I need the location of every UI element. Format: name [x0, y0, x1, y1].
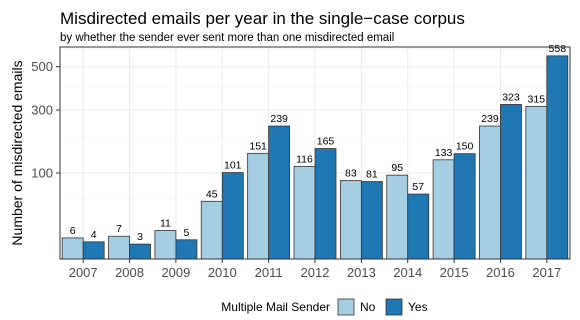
bar-no-2010 [200, 200, 223, 260]
legend-label-yes: Yes [408, 300, 428, 314]
data-label-no-2013: 83 [345, 168, 357, 180]
data-label-yes-2015: 150 [456, 141, 474, 153]
x-tick-label: 2009 [161, 265, 190, 280]
data-label-no-2007: 6 [70, 225, 76, 237]
data-label-no-2014: 95 [391, 162, 403, 174]
data-label-yes-2013: 81 [366, 169, 378, 181]
bar-no-2009 [154, 230, 177, 260]
bar-yes-2010 [221, 172, 244, 260]
bar-no-2014 [386, 174, 409, 260]
bar-no-2008 [108, 235, 130, 260]
x-tick-label: 2011 [255, 265, 283, 280]
data-label-yes-2008: 3 [137, 231, 143, 243]
bar-no-2017 [525, 105, 548, 260]
chart-title: Misdirected emails per year in the singl… [60, 9, 465, 28]
data-label-no-2008: 7 [116, 223, 122, 235]
y-tick-label: 500 [31, 59, 53, 74]
bar-yes-2014 [407, 193, 430, 260]
bar-no-2011 [247, 152, 270, 260]
data-label-no-2011: 151 [249, 140, 267, 152]
bar-no-2007 [61, 237, 84, 260]
bar-yes-2015 [453, 153, 476, 260]
x-tick-label: 2008 [115, 265, 144, 280]
bar-yes-2008 [129, 243, 151, 260]
data-label-no-2009: 11 [160, 217, 171, 229]
bar-no-2016 [479, 125, 501, 260]
x-tick-label: 2013 [347, 265, 376, 280]
data-label-yes-2016: 323 [502, 91, 520, 103]
x-tick-label: 2017 [532, 265, 561, 280]
y-axis: 100 300 500 [31, 59, 60, 181]
data-label-no-2016: 239 [481, 113, 499, 125]
legend-swatch-yes [385, 298, 403, 316]
bars [61, 55, 569, 260]
bar-yes-2013 [360, 181, 383, 260]
y-tick-label: 100 [31, 166, 53, 181]
legend-title: Multiple Mail Sender [221, 300, 330, 314]
bar-no-2013 [339, 180, 362, 260]
bar-yes-2007 [82, 241, 105, 260]
x-tick-label: 2010 [208, 265, 237, 280]
data-label-yes-2010: 101 [224, 160, 242, 172]
data-label-no-2010: 45 [206, 188, 218, 200]
x-tick-label: 2012 [301, 265, 330, 280]
x-tick-label: 2015 [440, 265, 469, 280]
y-axis-label: Number of misdirected emails [9, 60, 25, 245]
chart-subtitle: by whether the sender ever sent more tha… [60, 32, 394, 44]
data-label-yes-2017: 558 [549, 43, 567, 55]
bar-yes-2009 [175, 239, 198, 260]
legend-label-no: No [360, 300, 376, 314]
legend-swatch-no [337, 298, 355, 316]
data-label-no-2012: 116 [296, 153, 313, 165]
data-label-yes-2011: 239 [270, 113, 288, 125]
bar-no-2012 [293, 165, 316, 260]
bar-no-2015 [432, 159, 455, 260]
bar-yes-2017 [546, 55, 569, 260]
data-label-no-2017: 315 [528, 93, 546, 105]
data-label-yes-2007: 4 [91, 229, 97, 241]
x-tick-label: 2014 [393, 265, 422, 280]
data-label-yes-2009: 5 [183, 227, 189, 239]
data-label-no-2015: 133 [435, 147, 453, 159]
bar-yes-2016 [500, 104, 522, 260]
data-label-yes-2012: 165 [317, 136, 335, 148]
y-tick-label: 300 [31, 103, 53, 118]
x-tick-label: 2016 [486, 265, 515, 280]
x-axis: 2007 2008 2009 2010 2011 2012 2013 2014 2015 2016… [69, 259, 561, 280]
bar-yes-2011 [268, 125, 291, 260]
x-tick-label: 2007 [69, 265, 98, 280]
bar-yes-2012 [314, 148, 337, 260]
legend: Multiple Mail Sender No Yes [221, 298, 428, 316]
data-label-yes-2014: 57 [412, 181, 424, 193]
